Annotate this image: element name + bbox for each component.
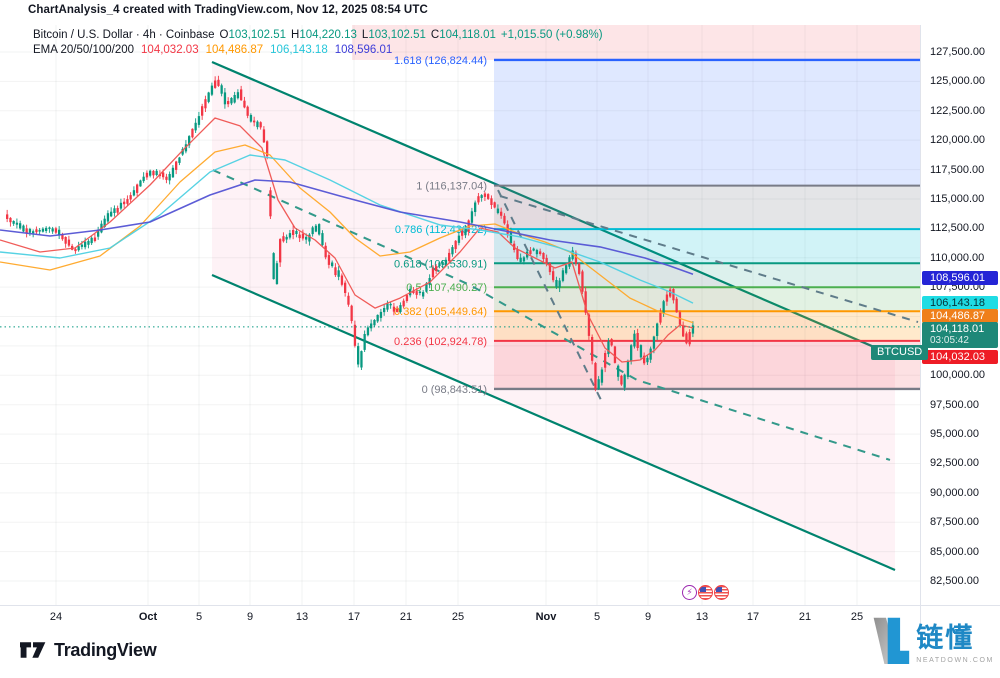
price-chart-plot[interactable]: 1.618 (126,824.44) 1 (116,137.04) 0.786 (1… xyxy=(0,25,920,605)
neatdown-brand-cn: 链懂 xyxy=(916,623,975,653)
ohlc-value: 103,102.51 xyxy=(228,29,287,41)
ohlc-key: H xyxy=(291,29,300,41)
time-axis-label: 17 xyxy=(746,611,760,623)
price-axis[interactable]: 127,500.00 125,000.00 122,500.00 120,000.00… xyxy=(921,25,1000,605)
candlestick-chart-canvas[interactable]: 1.618 (126,824.44) 1 (116,137.04) 0.786 (1… xyxy=(0,25,920,605)
price-badge: 108,596.01 xyxy=(922,271,998,285)
ohlc-key: O xyxy=(219,29,229,41)
ema-value: 108,596.01 xyxy=(334,43,393,56)
chart-annotation-title: ChartAnalysis_4 created with TradingView… xyxy=(28,4,428,16)
time-axis-label: 5 xyxy=(195,611,203,623)
time-axis-label: Oct xyxy=(138,611,158,623)
svg-text:0 (98,843.51): 0 (98,843.51) xyxy=(422,384,487,396)
ohlc-value: 103,102.51 xyxy=(368,29,426,41)
tradingview-logo-icon xyxy=(20,642,46,658)
legend-ema-row[interactable]: EMA 20/50/100/200 104,032.03 104,486.87 106… xyxy=(33,43,603,58)
price-axis-label: 92,500.00 xyxy=(930,457,979,470)
price-badge: 104,032.03 xyxy=(922,350,998,364)
ema-value: 104,486.87 xyxy=(205,43,264,56)
legend-change: +1,015.50 (+0.98%) xyxy=(500,29,603,41)
neatdown-watermark: 链懂 NEATDOWN.COM xyxy=(872,612,994,668)
price-badge: 104,118.01 03:05:42 xyxy=(922,322,998,348)
ohlc-value: 104,220.13 xyxy=(299,29,357,41)
symbol-price-chip: BTCUSD xyxy=(871,345,929,360)
ohlc-value: 104,118.01 xyxy=(439,29,496,41)
price-axis-label: 122,500.00 xyxy=(930,104,986,117)
price-axis-label: 95,000.00 xyxy=(930,428,979,441)
svg-text:0.236 (102,924.78): 0.236 (102,924.78) xyxy=(394,336,487,348)
price-axis-label: 87,500.00 xyxy=(930,516,979,529)
price-axis-label: 85,000.00 xyxy=(930,545,979,558)
price-axis-label: 112,500.00 xyxy=(930,222,985,235)
time-axis-label: 9 xyxy=(246,611,254,623)
us-economic-event-icon[interactable] xyxy=(698,585,713,600)
price-badge: 106,143.18 xyxy=(922,296,998,310)
legend-symbol-row[interactable]: Bitcoin / U.S. Dollar · 4h · Coinbase O10… xyxy=(33,28,603,43)
time-axis[interactable]: 24 Oct 5 9 13 17 21 25 Nov 5 9 13 17 21 25 xyxy=(0,606,1000,630)
price-axis-label: 100,000.00 xyxy=(930,369,986,382)
legend-ema-label[interactable]: EMA 20/50/100/200 xyxy=(33,43,135,56)
svg-text:1.618 (126,824.44): 1.618 (126,824.44) xyxy=(394,55,487,67)
time-axis-label: 25 xyxy=(850,611,864,623)
ema-value: 106,143.18 xyxy=(270,43,328,56)
price-axis-label: 90,000.00 xyxy=(930,486,979,499)
price-axis-label: 120,000.00 xyxy=(930,134,986,147)
price-axis-label: 97,500.00 xyxy=(930,398,979,411)
svg-text:1 (116,137.04): 1 (116,137.04) xyxy=(416,181,487,193)
chart-legend: Bitcoin / U.S. Dollar · 4h · Coinbase O10… xyxy=(33,28,603,57)
price-axis-label: 127,500.00 xyxy=(930,46,986,58)
time-axis-label: 21 xyxy=(399,611,413,623)
price-axis-label: 115,000.00 xyxy=(930,192,985,205)
time-axis-label: Nov xyxy=(535,611,557,623)
time-axis-label: 21 xyxy=(798,611,812,623)
us-economic-event-icon[interactable] xyxy=(714,585,729,600)
ema-value: 104,032.03 xyxy=(141,43,199,56)
axis-separator-horizontal xyxy=(0,605,1000,606)
countdown-timer: 03:05:42 xyxy=(930,335,969,346)
time-axis-label: 17 xyxy=(347,611,361,623)
legend-instrument[interactable]: Bitcoin / U.S. Dollar · 4h · Coinbase xyxy=(33,29,215,41)
time-axis-label: 25 xyxy=(451,611,465,623)
price-axis-label: 82,500.00 xyxy=(930,575,979,588)
time-axis-label: 13 xyxy=(695,611,709,623)
tradingview-logo-text: TradingView xyxy=(54,639,157,660)
neatdown-brand-domain: NEATDOWN.COM xyxy=(916,657,994,664)
ohlc-key: L xyxy=(361,29,369,41)
legend-ema-values: 104,032.03 104,486.87 106,143.18 108,596.01 xyxy=(134,44,392,56)
svg-text:0.382 (105,449.64): 0.382 (105,449.64) xyxy=(394,306,487,318)
price-badge: 104,486.87 xyxy=(922,309,998,323)
time-axis-label: 13 xyxy=(295,611,309,623)
price-axis-label: 117,500.00 xyxy=(930,163,985,176)
price-axis-label: 125,000.00 xyxy=(930,75,986,88)
event-markers[interactable]: ⚡ xyxy=(682,585,729,600)
legend-ohlc-values: O103,102.51 H104,220.13 L103,102.51 C104,11… xyxy=(215,29,496,41)
svg-text:0.786 (112,436.22): 0.786 (112,436.22) xyxy=(395,224,487,236)
ohlc-key: C xyxy=(430,29,440,41)
price-axis-label: 110,000.00 xyxy=(930,251,985,264)
time-axis-label: 24 xyxy=(49,611,63,623)
neatdown-logo-icon xyxy=(873,617,910,664)
tradingview-watermark[interactable]: TradingView xyxy=(20,638,157,662)
crypto-event-icon[interactable]: ⚡ xyxy=(682,585,697,600)
axis-separator-vertical xyxy=(920,25,921,630)
time-axis-label: 5 xyxy=(593,611,601,623)
time-axis-label: 9 xyxy=(644,611,652,623)
